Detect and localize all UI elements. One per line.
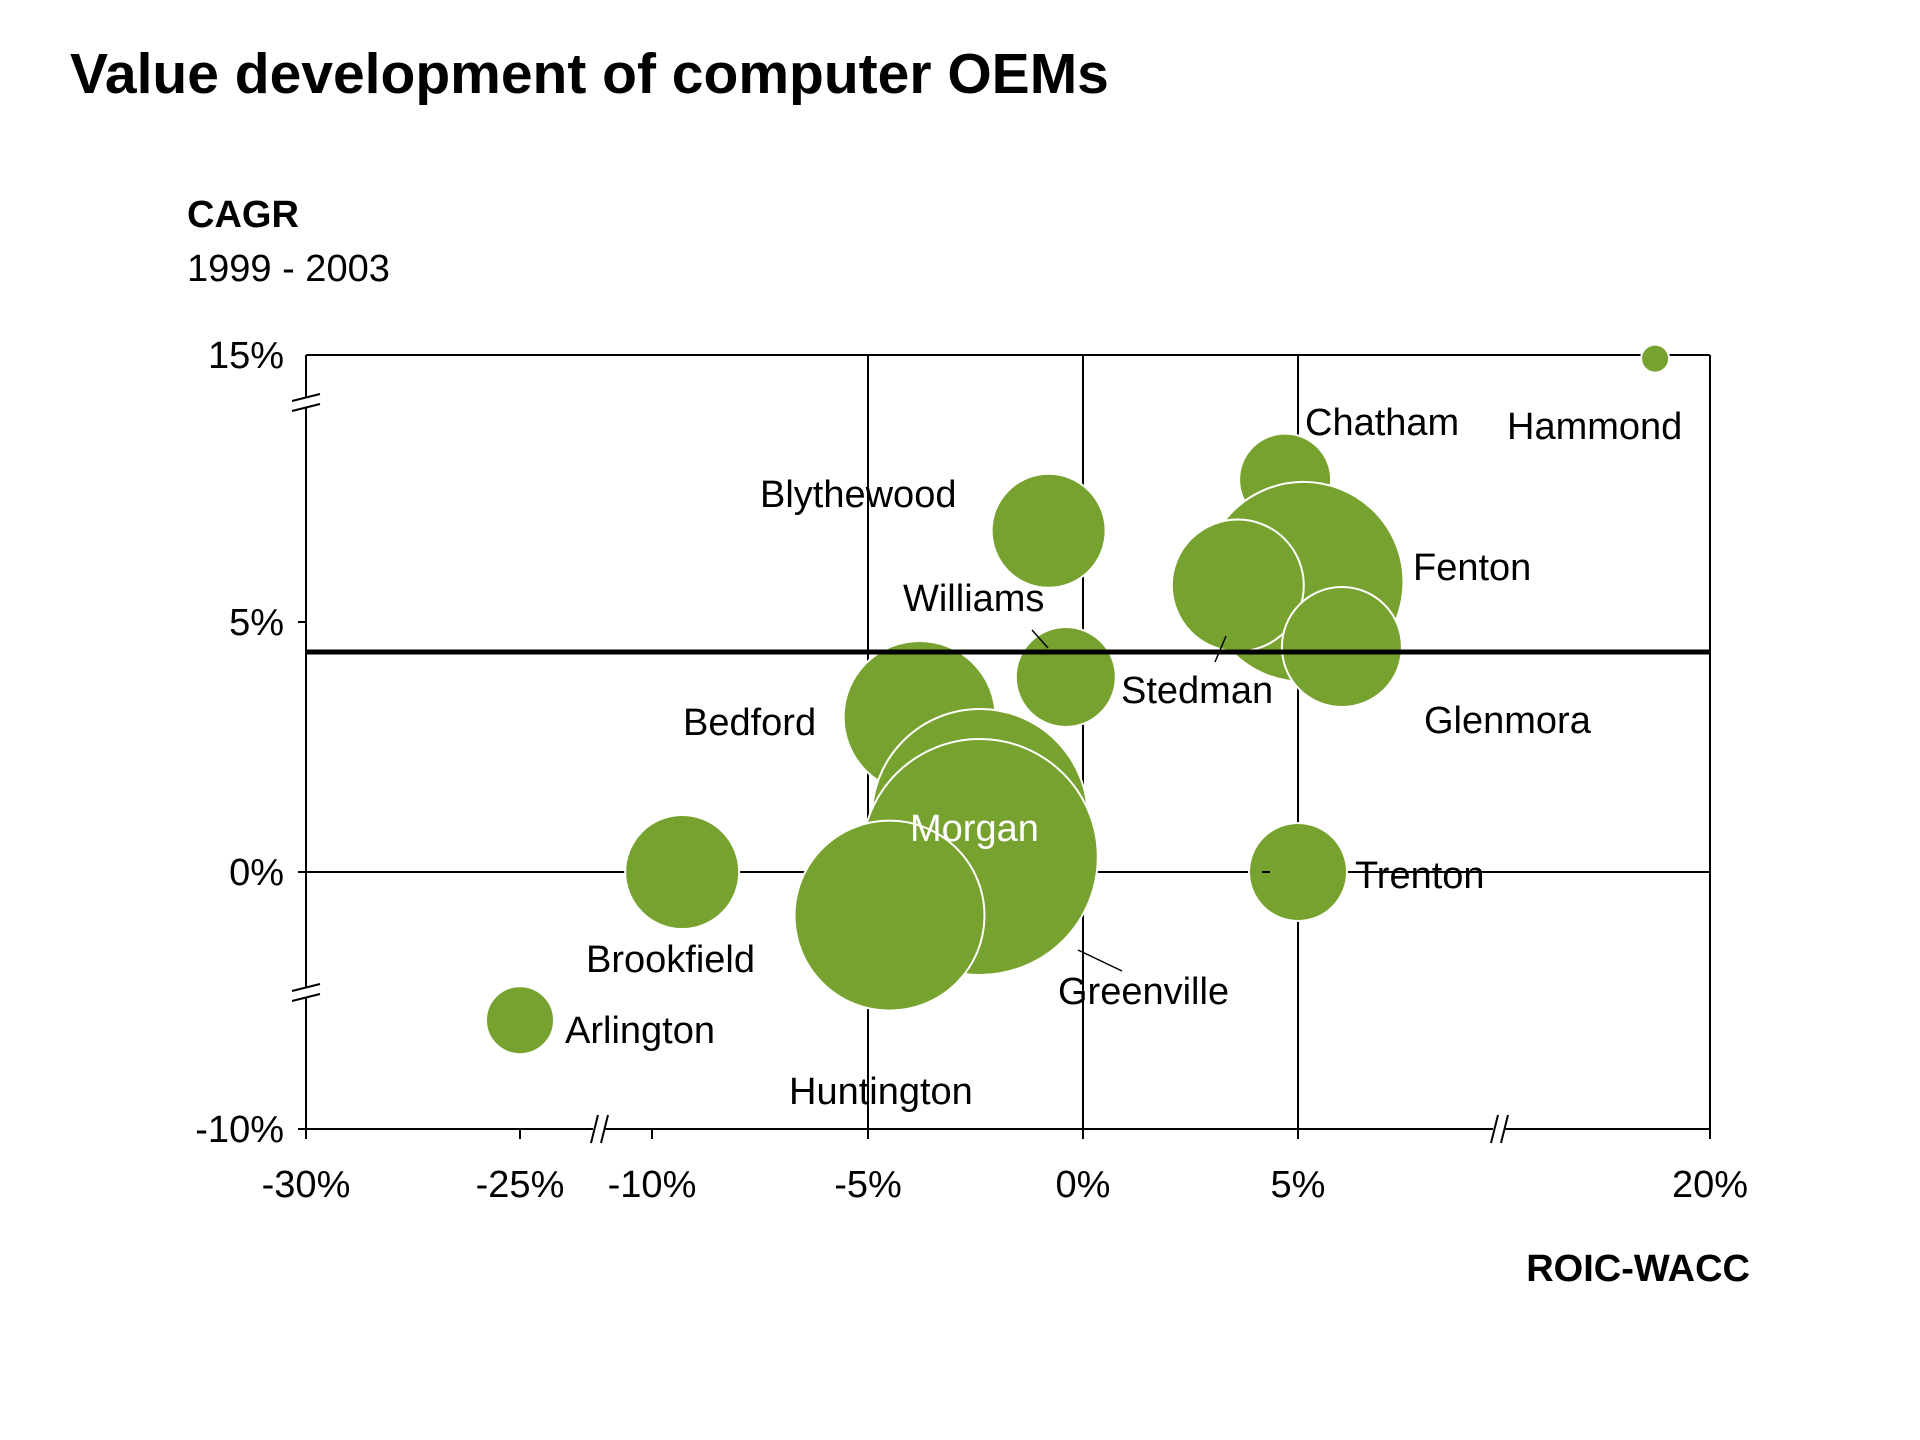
x-axis-break-mark: [600, 1114, 609, 1144]
x-tick-label: -30%: [262, 1164, 351, 1206]
x-tick-label: -10%: [608, 1164, 697, 1206]
x-axis-break-mark: [590, 1114, 599, 1144]
y-axis-break-mark: [291, 983, 321, 992]
leader-line-stedman: [1214, 635, 1227, 663]
x-tick-label: -25%: [476, 1164, 565, 1206]
bubble-arlington: [485, 985, 555, 1056]
point-label-bedford: Bedford: [683, 702, 816, 744]
point-label-chatham: Chatham: [1305, 402, 1459, 444]
x-tick-label: -5%: [834, 1164, 902, 1206]
y-axis-label: CAGR: [187, 194, 299, 236]
y-tick-label: -10%: [195, 1109, 284, 1151]
point-label-brookfield: Brookfield: [586, 939, 755, 981]
point-label-stedman: Stedman: [1121, 670, 1273, 712]
y-axis-sublabel: 1999 - 2003: [187, 248, 390, 290]
point-label-blythewood: Blythewood: [760, 474, 956, 516]
y-tick-label: 15%: [208, 335, 284, 377]
x-axis-label: ROIC-WACC: [1526, 1248, 1750, 1290]
point-label-glenmora: Glenmora: [1424, 700, 1592, 742]
chart-title: Value development of computer OEMs: [70, 42, 1109, 106]
point-label-huntington: Huntington: [789, 1071, 973, 1113]
point-label-greenville: Greenville: [1058, 971, 1229, 1013]
bubble-trenton: [1248, 822, 1348, 922]
y-axis-break-mark: [291, 403, 321, 412]
x-axis-break-mark: [1490, 1114, 1499, 1144]
x-tick-label: 5%: [1271, 1164, 1326, 1206]
bubble-brookfield: [624, 814, 741, 930]
x-tick-label: 20%: [1672, 1164, 1748, 1206]
point-label-morgan: Morgan: [910, 808, 1039, 850]
x-axis-break-mark: [1500, 1114, 1509, 1144]
bubble-williams: [1014, 626, 1117, 728]
point-label-fenton: Fenton: [1413, 547, 1531, 589]
bubble-glenmora: [1280, 586, 1403, 708]
y-tick-label: 0%: [229, 852, 284, 894]
y-tick-label: 5%: [229, 602, 284, 644]
bubble-blythewood: [990, 472, 1107, 589]
point-label-hammond: Hammond: [1507, 406, 1682, 448]
point-label-williams: Williams: [903, 578, 1044, 620]
leader-line-williams: [1031, 629, 1049, 649]
y-axis-break-mark: [291, 393, 321, 402]
point-label-arlington: Arlington: [565, 1010, 715, 1052]
bubble-layer: [485, 343, 1671, 1056]
point-label-trenton: Trenton: [1355, 855, 1485, 897]
x-tick-label: 0%: [1056, 1164, 1111, 1206]
leader-line-greenville: [1077, 949, 1123, 972]
bubble-huntington: [793, 819, 986, 1012]
bubble-hammond: [1640, 343, 1671, 374]
y-axis-break-mark: [291, 993, 321, 1002]
